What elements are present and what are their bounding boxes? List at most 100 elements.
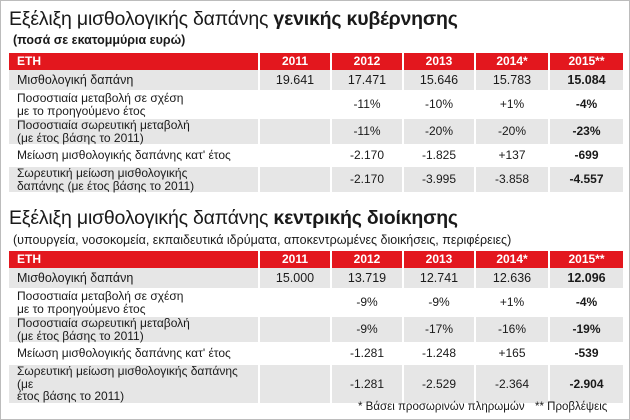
cell-2011: [258, 364, 331, 404]
header-2012: 2012: [330, 53, 403, 70]
cell-2015: 15.084: [548, 70, 623, 91]
cell-2012: -1.281: [330, 364, 403, 404]
cell-2015: -699: [548, 145, 623, 166]
row-label: Σωρευτική μείωση μισθολογικής δαπάνης (μ…: [9, 364, 259, 404]
cell-2012: -2.170: [330, 166, 403, 193]
cell-2013: 12.741: [402, 268, 475, 289]
cell-2014: +165: [474, 343, 549, 364]
row-label: Ποσοστιαία μεταβολή σε σχέση με το προηγο…: [9, 289, 259, 316]
row-label-line: Μείωση μισθολογικής δαπάνης κατ' έτος: [17, 148, 231, 163]
cell-2012: -11%: [330, 118, 403, 145]
row-label-line: έτος βάσης το 2011): [17, 389, 125, 403]
row-label-line: με το προηγούμενο έτος: [17, 103, 146, 118]
cell-2011: 19.641: [258, 70, 331, 91]
table-row: Μισθολογική δαπάνη 15.000 13.719 12.741 12.6…: [9, 268, 623, 289]
table-row: Σωρευτική μείωση μισθολογικής δαπάνης (με…: [9, 166, 623, 193]
cell-2014: -3.858: [474, 166, 549, 193]
cell-2014: +1%: [474, 289, 549, 316]
table-header-row: ΕΤΗ 2011 2012 2013 2014* 2015**: [9, 251, 623, 268]
table-row: Ποσοστιαία σωρευτική μεταβολή (με έτος βά…: [9, 316, 623, 343]
header-2015: 2015**: [548, 53, 623, 70]
cell-2015: 12.096: [548, 268, 623, 289]
cell-2012: -9%: [330, 316, 403, 343]
header-years: ΕΤΗ: [9, 251, 259, 268]
cell-2014: 12.636: [474, 268, 549, 289]
section1-subtitle: (ποσά σε εκατομμύρια ευρώ): [13, 33, 186, 47]
cell-2014: -16%: [474, 316, 549, 343]
header-2014: 2014*: [474, 53, 549, 70]
cell-2013: 15.646: [402, 70, 475, 91]
cell-2014: -20%: [474, 118, 549, 145]
table-row: Ποσοστιαία σωρευτική μεταβολή (με έτος βά…: [9, 118, 623, 145]
cell-2011: [258, 316, 331, 343]
cell-2013: -20%: [402, 118, 475, 145]
table-row: Ποσοστιαία μεταβολή σε σχέση με το προηγο…: [9, 289, 623, 316]
row-label: Μισθολογική δαπάνη: [9, 268, 259, 289]
cell-2011: 15.000: [258, 268, 331, 289]
row-label-line: Ποσοστιαία σωρευτική μεταβολή: [17, 118, 190, 132]
cell-2013: -10%: [402, 91, 475, 118]
cell-2013: -1.248: [402, 343, 475, 364]
row-label-line: δαπάνης (με έτος βάσης το 2011): [17, 178, 195, 193]
cell-2013: -1.825: [402, 145, 475, 166]
section2-title-bold: κεντρικής διοίκησης: [273, 207, 458, 229]
row-label-line: Ποσοστιαία σωρευτική μεταβολή: [17, 316, 190, 330]
table-row: Ποσοστιαία μεταβολή σε σχέση με το προηγο…: [9, 91, 623, 118]
section1-title-bold: γενικής κυβέρνησης: [273, 8, 458, 30]
row-label-line: με το προηγούμενο έτος: [17, 301, 146, 316]
cell-2012: 17.471: [330, 70, 403, 91]
row-label: Μείωση μισθολογικής δαπάνης κατ' έτος: [9, 145, 259, 166]
cell-2011: [258, 166, 331, 193]
row-label-line: (με έτος βάσης το 2011): [17, 130, 144, 145]
cell-2014: -2.364: [474, 364, 549, 404]
table-row: Μείωση μισθολογικής δαπάνης κατ' έτος -1.…: [9, 343, 623, 364]
cell-2015: -4.557: [548, 166, 623, 193]
row-label-line: Ποσοστιαία μεταβολή σε σχέση: [17, 91, 184, 105]
row-label: Ποσοστιαία σωρευτική μεταβολή (με έτος βά…: [9, 316, 259, 343]
table-row: Σωρευτική μείωση μισθολογικής δαπάνης (μ…: [9, 364, 623, 404]
cell-2012: -11%: [330, 91, 403, 118]
section1-title-normal: Εξέλιξη μισθολογικής δαπάνης: [9, 8, 269, 30]
cell-2011: [258, 91, 331, 118]
row-label: Ποσοστιαία μεταβολή σε σχέση με το προηγο…: [9, 91, 259, 118]
section2-table: ΕΤΗ 2011 2012 2013 2014* 2015** Μισθολογ…: [9, 251, 623, 405]
row-label-line: (με έτος βάσης το 2011): [17, 328, 144, 343]
cell-2012: -1.281: [330, 343, 403, 364]
section1-table: ΕΤΗ 2011 2012 2013 2014* 2015** Μισθολογ…: [9, 53, 623, 194]
header-2011: 2011: [258, 53, 331, 70]
cell-2014: +1%: [474, 91, 549, 118]
header-2012: 2012: [330, 251, 403, 268]
cell-2012: -2.170: [330, 145, 403, 166]
table-header-row: ΕΤΗ 2011 2012 2013 2014* 2015**: [9, 53, 623, 70]
cell-2011: [258, 118, 331, 145]
cell-2014: +137: [474, 145, 549, 166]
footnote-forecast: ** Προβλέψεις: [535, 401, 608, 413]
footnote-provisional: * Βάσει προσωρινών πληρωμών: [358, 401, 525, 413]
table-row: Μισθολογική δαπάνη 19.641 17.471 15.646 15.7…: [9, 70, 623, 91]
cell-2013: -17%: [402, 316, 475, 343]
cell-2015: -19%: [548, 316, 623, 343]
row-label-line: Μισθολογική δαπάνη: [17, 270, 134, 285]
header-2013: 2013: [402, 251, 475, 268]
cell-2013: -2.529: [402, 364, 475, 404]
cell-2015: -539: [548, 343, 623, 364]
row-label-line: Μείωση μισθολογικής δαπάνης κατ' έτος: [17, 346, 231, 361]
section2-subtitle: (υπουργεία, νοσοκομεία, εκπαιδευτικά ιδρ…: [13, 233, 512, 247]
section2-title-normal: Εξέλιξη μισθολογικής δαπάνης: [9, 207, 269, 229]
cell-2013: -9%: [402, 289, 475, 316]
row-label: Μισθολογική δαπάνη: [9, 70, 259, 91]
cell-2015: -4%: [548, 91, 623, 118]
row-label-line: Ποσοστιαία μεταβολή σε σχέση: [17, 289, 184, 303]
table-row: Μείωση μισθολογικής δαπάνης κατ' έτος -2.…: [9, 145, 623, 166]
cell-2014: 15.783: [474, 70, 549, 91]
cell-2015: -23%: [548, 118, 623, 145]
cell-2015: -2.904: [548, 364, 623, 404]
row-label-line: Σωρευτική μείωση μισθολογικής δαπάνης (μ…: [17, 364, 238, 391]
cell-2011: [258, 289, 331, 316]
cell-2012: 13.719: [330, 268, 403, 289]
cell-2011: [258, 343, 331, 364]
section1-title: Εξέλιξη μισθολογικής δαπάνης γενικής κυβ…: [9, 8, 458, 30]
cell-2012: -9%: [330, 289, 403, 316]
header-2011: 2011: [258, 251, 331, 268]
